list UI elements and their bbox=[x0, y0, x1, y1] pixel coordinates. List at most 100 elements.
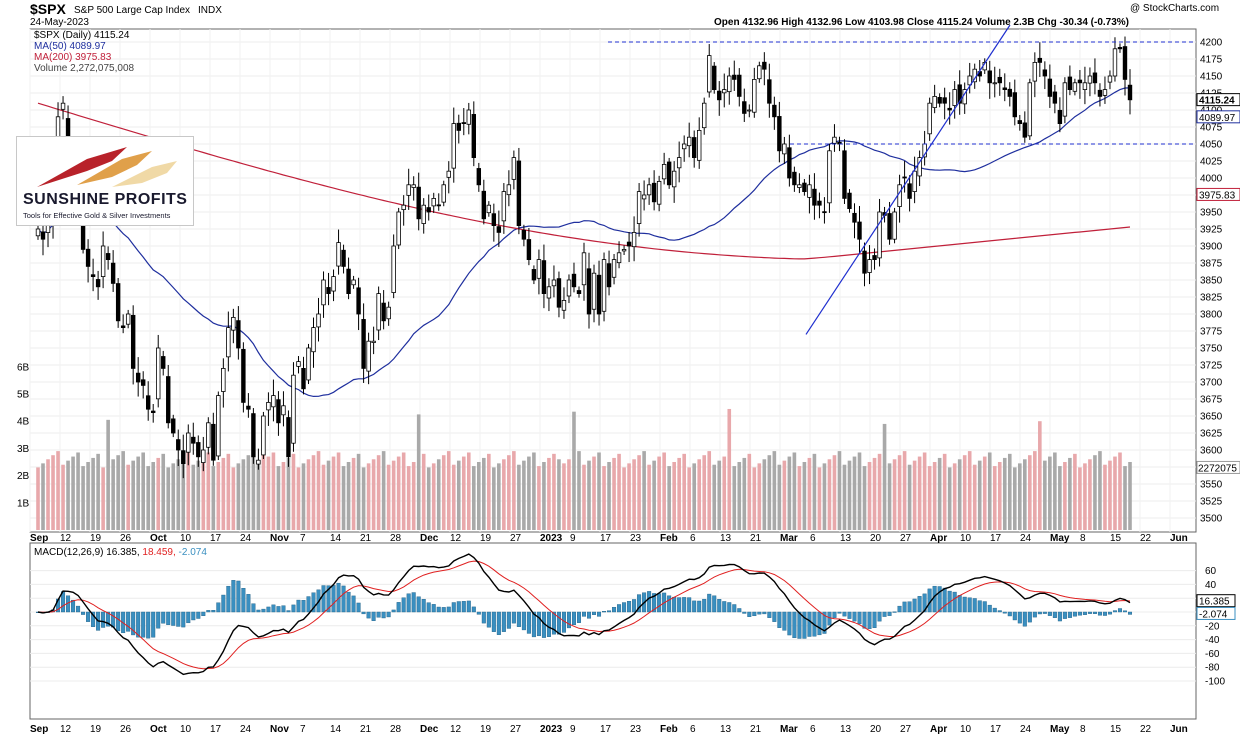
volume-bar bbox=[146, 466, 151, 530]
volume-bar bbox=[1093, 455, 1097, 530]
macd-x-tick-label: 12 bbox=[450, 724, 462, 735]
volume-bar bbox=[451, 464, 456, 530]
candle-body bbox=[867, 259, 872, 273]
candle-body bbox=[286, 417, 291, 458]
volume-bar bbox=[101, 467, 105, 530]
candle-body bbox=[526, 239, 532, 260]
candle-body bbox=[100, 245, 106, 278]
macd-hist-bar bbox=[822, 611, 827, 634]
price-x-tick-label: 24 bbox=[1020, 533, 1032, 544]
volume-bar bbox=[246, 455, 251, 530]
candle-body bbox=[792, 171, 797, 186]
candle-body bbox=[1127, 84, 1133, 101]
macd-hist-bar bbox=[702, 598, 707, 613]
macd-hist-bar bbox=[171, 611, 176, 626]
candle-body bbox=[1002, 87, 1007, 91]
volume-bar bbox=[1098, 451, 1102, 530]
price-x-tick-label: 21 bbox=[750, 533, 762, 544]
candle-body bbox=[611, 259, 617, 278]
macd-hist-bar bbox=[571, 611, 576, 626]
volume-bar bbox=[612, 457, 616, 530]
macd-x-tick-label: Sep bbox=[30, 724, 48, 735]
volume-bar bbox=[882, 423, 887, 530]
macd-hist-bar bbox=[271, 604, 276, 613]
volume-bar bbox=[862, 466, 867, 530]
macd-x-tick-label: 7 bbox=[300, 724, 306, 735]
volume-bar bbox=[1128, 462, 1132, 530]
price-x-tick-label: Dec bbox=[420, 533, 439, 544]
volume-bar bbox=[171, 463, 176, 530]
volume-bar bbox=[717, 460, 722, 530]
volume-bar bbox=[507, 455, 511, 530]
price-x-tick-label: 10 bbox=[960, 533, 972, 544]
macd-hist-bar bbox=[1127, 611, 1133, 615]
candle-body bbox=[281, 405, 286, 416]
price-tick-label: 4150 bbox=[1200, 72, 1223, 83]
candle-body bbox=[166, 376, 171, 424]
volume-bar bbox=[1002, 457, 1007, 530]
macd-hist-bar bbox=[91, 611, 96, 627]
ma50-line bbox=[37, 87, 1131, 398]
price-x-tick-label: 6 bbox=[690, 533, 696, 544]
macd-x-tick-label: 6 bbox=[690, 724, 696, 735]
candle-body bbox=[316, 313, 321, 328]
macd-hist-bar bbox=[1067, 611, 1072, 618]
price-x-tick-label: Nov bbox=[270, 533, 289, 544]
candle-body bbox=[191, 436, 196, 444]
macd-x-tick-label: 13 bbox=[840, 724, 852, 735]
volume-bar bbox=[46, 459, 50, 530]
macd-hist-bar bbox=[241, 588, 246, 613]
macd-hist-bar bbox=[516, 611, 521, 627]
volume-bar bbox=[592, 456, 596, 530]
candle-body bbox=[40, 231, 46, 240]
macd-hist-bar bbox=[311, 592, 316, 613]
volume-bar bbox=[887, 463, 892, 530]
macd-hist-bar bbox=[987, 604, 992, 613]
volume-bar bbox=[226, 453, 231, 530]
volume-bar bbox=[852, 456, 857, 530]
candle-body bbox=[596, 274, 602, 315]
candle-body bbox=[661, 163, 667, 180]
candle-body bbox=[1027, 82, 1033, 137]
macd-hist-bar bbox=[321, 585, 326, 613]
candlesticks bbox=[35, 36, 1133, 479]
candle-body bbox=[581, 252, 587, 286]
macd-hist-bar bbox=[847, 611, 852, 619]
macd-hist-bar bbox=[952, 591, 957, 613]
macd-tick-label: -40 bbox=[1205, 635, 1220, 646]
price-tick-label: 3700 bbox=[1200, 378, 1223, 389]
candle-body bbox=[326, 287, 331, 295]
volume-bar bbox=[532, 452, 536, 530]
macd-hist-bar bbox=[331, 585, 336, 613]
macd-hist-bar bbox=[737, 608, 742, 613]
candle-body bbox=[601, 259, 607, 312]
candle-body bbox=[616, 252, 622, 264]
candle-body bbox=[917, 157, 922, 177]
macd-hist-bar bbox=[206, 610, 211, 613]
legend-ma200: MA(200) 3975.83 bbox=[34, 52, 112, 63]
candle-body bbox=[361, 319, 366, 369]
candle-body bbox=[301, 367, 306, 390]
macd-x-tick-label: 21 bbox=[750, 724, 762, 735]
volume-bar bbox=[802, 462, 807, 530]
volume-bar bbox=[1017, 463, 1022, 530]
volume-bar bbox=[512, 451, 516, 530]
price-x-tick-label: 24 bbox=[240, 533, 252, 544]
macd-signal-line bbox=[37, 560, 1131, 670]
price-value-box bbox=[1196, 187, 1240, 201]
macd-hist-bar bbox=[161, 611, 166, 624]
macd-hist-bar bbox=[1027, 611, 1032, 623]
candle-body bbox=[156, 347, 161, 400]
volume-bar bbox=[236, 463, 241, 530]
candle-body bbox=[681, 143, 687, 150]
price-x-tick-label: 17 bbox=[210, 533, 222, 544]
volume-bar bbox=[792, 452, 797, 530]
volume-bar bbox=[767, 455, 772, 530]
volume-bar bbox=[647, 464, 651, 530]
macd-legend: MACD(12,26,9) 16.385, 18.459, -2.074 bbox=[34, 547, 207, 558]
volume-bar bbox=[76, 452, 80, 530]
volume-bar bbox=[627, 463, 631, 530]
volume-bar bbox=[672, 462, 676, 530]
volume-bar bbox=[346, 462, 351, 530]
